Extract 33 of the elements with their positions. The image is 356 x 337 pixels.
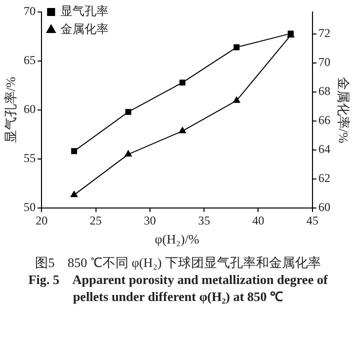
point <box>70 190 78 198</box>
point <box>233 96 240 103</box>
y2-tick-label: 70 <box>318 54 330 69</box>
y-tick-label: 70 <box>24 4 36 18</box>
text: Fig. 5 Apparent porosity and metallization degree of pellets under different φ(H₂) at 850 ℃ <box>27 271 329 305</box>
x-tick-label: 40 <box>252 213 264 228</box>
point <box>179 80 186 86</box>
x-tick-label: 20 <box>36 213 48 228</box>
legend-label: 金属化率 <box>60 22 109 36</box>
y-tick-label: 55 <box>24 151 36 166</box>
point <box>124 150 132 157</box>
y2-tick-label: 64 <box>318 142 330 156</box>
y-axis-title: 显气孔率/% <box>3 76 18 144</box>
y-tick-label: 60 <box>24 102 36 116</box>
x-tick-label: 30 <box>144 213 156 228</box>
y-tick-label: 65 <box>24 53 36 68</box>
point <box>234 44 240 50</box>
x-tick-label: 25 <box>90 213 102 228</box>
y-tick-label: 50 <box>24 200 36 214</box>
legend-label: 显气孔率 <box>60 4 109 18</box>
y2-tick-label: 66 <box>318 113 330 128</box>
point <box>178 127 186 134</box>
x-tick-label: 35 <box>198 213 210 228</box>
x-tick-label: 45 <box>306 213 318 228</box>
point <box>125 108 132 115</box>
y2-axis-title: 金属化率/% <box>336 76 351 144</box>
text: 图5 850 ℃不同 φ(H₂) 下球团显气孔率和金属化率 <box>34 254 322 271</box>
x-axis-title: φ(H₂)/% <box>154 232 200 247</box>
y2-tick-label: 72 <box>318 26 330 40</box>
y2-tick-label: 68 <box>318 84 330 98</box>
point <box>71 148 78 154</box>
y2-tick-label: 60 <box>318 200 330 214</box>
y2-tick-label: 62 <box>318 171 330 186</box>
